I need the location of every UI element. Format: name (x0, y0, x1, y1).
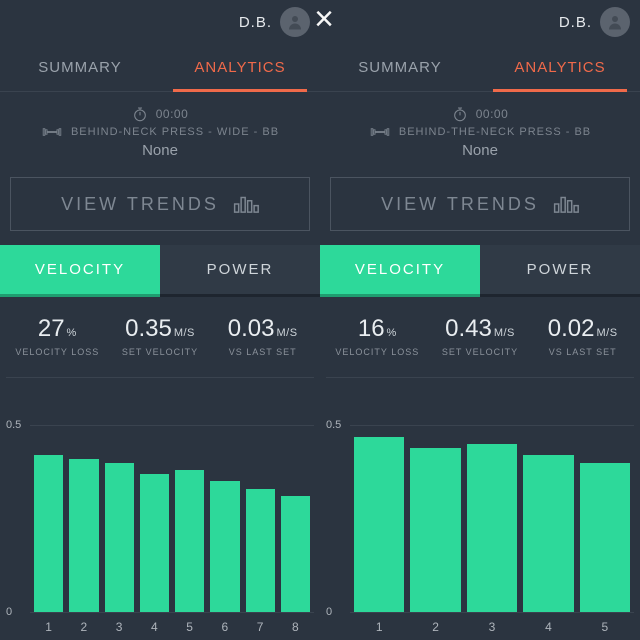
barbell-icon (369, 126, 391, 138)
stat-label: VS LAST SET (531, 347, 634, 357)
chart-bar (523, 455, 573, 612)
x-axis-label: 4 (523, 620, 573, 634)
chart-bar (354, 437, 404, 612)
stats-row: 16% VELOCITY LOSS 0.43M/S SET VELOCITY 0… (320, 297, 640, 367)
stat-value: 16 (358, 315, 385, 342)
timer-value: 00:00 (156, 107, 189, 121)
stats-row: 27% VELOCITY LOSS 0.35M/S SET VELOCITY 0… (0, 297, 320, 367)
chart-bar (69, 459, 98, 612)
stat-label: VELOCITY LOSS (326, 347, 429, 357)
chart-bar (105, 463, 134, 612)
topbar: D.B. (320, 0, 640, 44)
barbell-icon (41, 126, 63, 138)
x-axis-label: 4 (140, 620, 169, 634)
view-trends-label: VIEW TRENDS (381, 194, 539, 215)
y-axis-label: 0.5 (326, 419, 341, 431)
stat-value: 0.03 (228, 315, 275, 342)
topbar: D.B. (0, 0, 320, 44)
x-axis-label: 6 (210, 620, 239, 634)
y-axis-label: 0 (326, 606, 332, 618)
stat-value: 0.35 (125, 315, 172, 342)
stat-value: 0.43 (445, 315, 492, 342)
tab-summary[interactable]: SUMMARY (0, 44, 160, 91)
stat-unit: M/S (597, 327, 618, 339)
y-axis-label: 0 (6, 606, 12, 618)
user-initials: D.B. (559, 14, 592, 31)
user-initials: D.B. (239, 14, 272, 31)
stat-unit: M/S (494, 327, 515, 339)
stat-label: SET VELOCITY (109, 347, 212, 357)
x-axis-label: 1 (354, 620, 404, 634)
stat-vs-last-set: 0.03M/S VS LAST SET (211, 317, 314, 357)
y-axis-label: 0.5 (6, 419, 21, 431)
x-axis-label: 8 (281, 620, 310, 634)
chart-bar (34, 455, 63, 612)
chart-bar (281, 496, 310, 612)
x-axis-label: 1 (34, 620, 63, 634)
stat-vs-last-set: 0.02M/S VS LAST SET (531, 317, 634, 357)
subtab-power[interactable]: POWER (160, 245, 320, 297)
velocity-chart: 0.5 0 12345678 (6, 377, 314, 640)
exercise-name: BEHIND-NECK PRESS - WIDE - BB (71, 126, 279, 138)
chart-bar (467, 444, 517, 612)
stat-unit: % (67, 327, 77, 339)
exercise-meta: 00:00 BEHIND-NECK PRESS - WIDE - BB None (0, 92, 320, 169)
stat-velocity-loss: 27% VELOCITY LOSS (6, 317, 109, 357)
stat-label: SET VELOCITY (429, 347, 532, 357)
view-trends-button[interactable]: VIEW TRENDS (10, 177, 310, 231)
exercise-sub: None (0, 142, 320, 159)
main-tabs: SUMMARY ANALYTICS (0, 44, 320, 92)
x-axis-label: 3 (467, 620, 517, 634)
tab-analytics[interactable]: ANALYTICS (480, 44, 640, 91)
stopwatch-icon (452, 106, 468, 122)
avatar[interactable] (280, 7, 310, 37)
metric-tabs: VELOCITY POWER (320, 245, 640, 297)
stat-unit: M/S (277, 327, 298, 339)
chart-bar (410, 448, 460, 612)
chart-bar (210, 481, 239, 612)
velocity-chart: 0.5 0 12345 (326, 377, 634, 640)
close-icon[interactable]: × (314, 2, 334, 36)
panel-right: D.B. SUMMARY ANALYTICS 00:00 BEHIND-THE-… (320, 0, 640, 640)
subtab-velocity[interactable]: VELOCITY (320, 245, 480, 297)
bar-chart-icon (553, 194, 579, 214)
view-trends-label: VIEW TRENDS (61, 194, 219, 215)
exercise-name: BEHIND-THE-NECK PRESS - BB (399, 126, 591, 138)
stat-unit: % (387, 327, 397, 339)
stat-set-velocity: 0.35M/S SET VELOCITY (109, 317, 212, 357)
main-tabs: SUMMARY ANALYTICS (320, 44, 640, 92)
x-axis-label: 3 (105, 620, 134, 634)
tab-analytics[interactable]: ANALYTICS (160, 44, 320, 91)
x-axis-label: 2 (410, 620, 460, 634)
chart-bar (246, 489, 275, 612)
stopwatch-icon (132, 106, 148, 122)
exercise-sub: None (320, 142, 640, 159)
x-axis-label: 2 (69, 620, 98, 634)
view-trends-button[interactable]: VIEW TRENDS (330, 177, 630, 231)
subtab-velocity[interactable]: VELOCITY (0, 245, 160, 297)
stat-set-velocity: 0.43M/S SET VELOCITY (429, 317, 532, 357)
exercise-meta: 00:00 BEHIND-THE-NECK PRESS - BB None (320, 92, 640, 169)
x-axis-label: 7 (246, 620, 275, 634)
stat-label: VS LAST SET (211, 347, 314, 357)
chart-bar (140, 474, 169, 612)
avatar[interactable] (600, 7, 630, 37)
stat-value: 0.02 (548, 315, 595, 342)
metric-tabs: VELOCITY POWER (0, 245, 320, 297)
timer-value: 00:00 (476, 107, 509, 121)
subtab-power[interactable]: POWER (480, 245, 640, 297)
tab-summary[interactable]: SUMMARY (320, 44, 480, 91)
user-icon (286, 13, 304, 31)
bar-chart-icon (233, 194, 259, 214)
panel-left: × D.B. SUMMARY ANALYTICS 00:00 BEHIND-NE… (0, 0, 320, 640)
stat-unit: M/S (174, 327, 195, 339)
x-axis-label: 5 (175, 620, 204, 634)
stat-value: 27 (38, 315, 65, 342)
x-axis-label: 5 (580, 620, 630, 634)
stat-velocity-loss: 16% VELOCITY LOSS (326, 317, 429, 357)
user-icon (606, 13, 624, 31)
chart-bar (580, 463, 630, 612)
stat-label: VELOCITY LOSS (6, 347, 109, 357)
chart-bar (175, 470, 204, 612)
